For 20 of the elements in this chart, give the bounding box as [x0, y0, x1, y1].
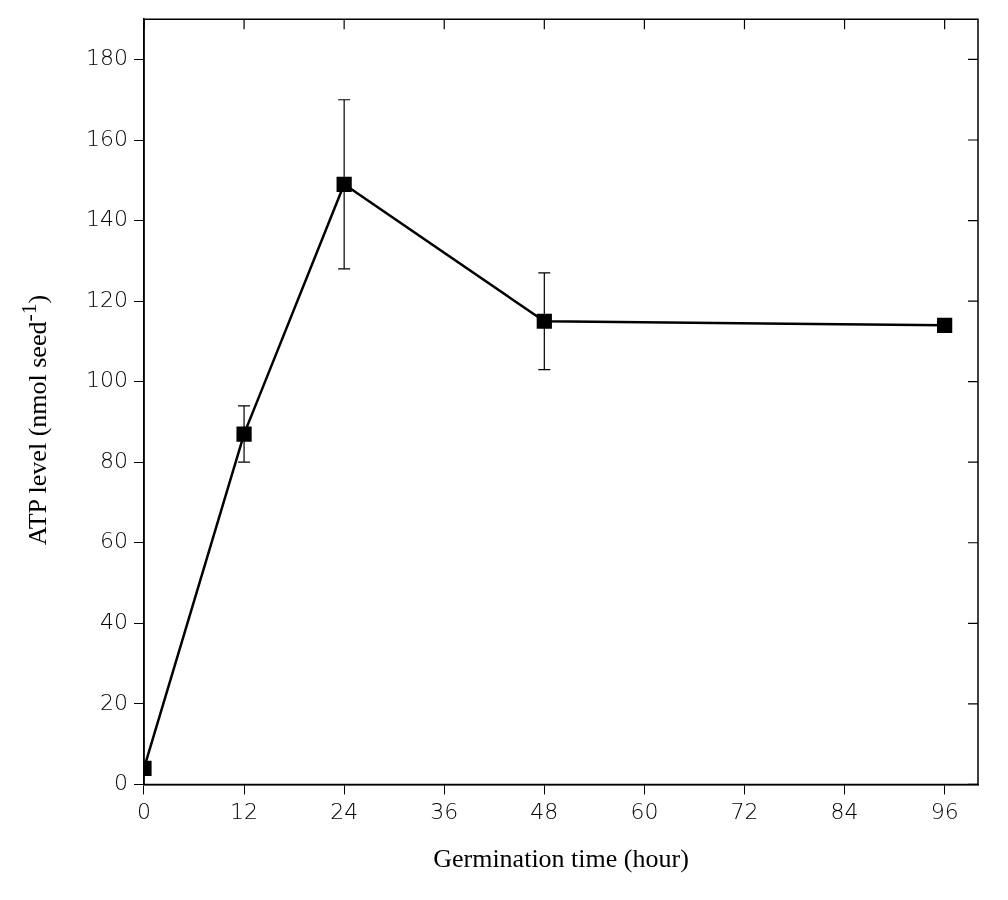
x-axis-title: Germination time (hour)	[433, 844, 689, 874]
x-tick-label: 24	[330, 799, 359, 825]
x-tick-label: 72	[730, 799, 759, 825]
x-tick-label: 96	[930, 799, 959, 825]
x-tick-label: 12	[230, 799, 259, 825]
y-tick-label: 80	[99, 447, 128, 473]
y-tick-label: 120	[85, 286, 128, 312]
y-tick-label: 100	[85, 367, 128, 393]
y-tick-label: 40	[99, 609, 128, 635]
x-tick-label: 60	[630, 799, 659, 825]
x-tick-label: 84	[830, 799, 859, 825]
y-tick-label: 0	[113, 770, 128, 796]
y-tick-label: 60	[99, 528, 128, 554]
x-tick-label: 36	[430, 799, 459, 825]
y-tick-label: 20	[99, 689, 128, 715]
y-tick-label: 180	[85, 45, 128, 71]
x-tick-label: 48	[530, 799, 559, 825]
x-tick-label: 0	[136, 799, 151, 825]
y-tick-label: 140	[85, 206, 128, 232]
y-tick-label: 160	[85, 125, 128, 151]
